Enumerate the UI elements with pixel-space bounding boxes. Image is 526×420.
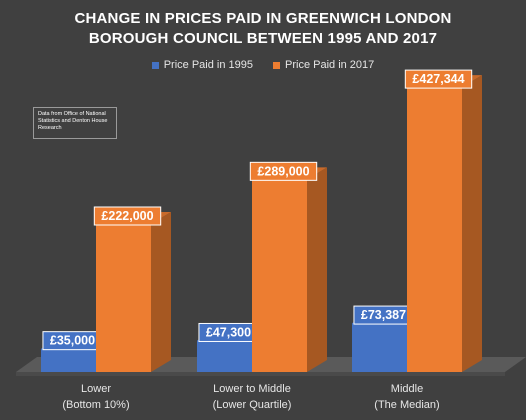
data-label-1-1: £289,000 bbox=[257, 164, 309, 178]
category-label-1-1: (Lower Quartile) bbox=[213, 399, 292, 411]
legend-label-2017: Price Paid in 2017 bbox=[285, 59, 375, 71]
category-label-1-0: Lower to Middle bbox=[213, 383, 291, 395]
data-label-0-0: £35,000 bbox=[50, 334, 95, 348]
category-label-0-0: Lower bbox=[81, 383, 111, 395]
bar-side-1-1 bbox=[307, 167, 327, 372]
data-label-1-2: £427,344 bbox=[412, 72, 464, 86]
data-source-note: Data from Office of National Statistics … bbox=[33, 107, 117, 139]
chart-floor-edge bbox=[16, 372, 505, 376]
chart-title-line-2: BOROUGH COUNCIL BETWEEN 1995 AND 2017 bbox=[88, 30, 438, 47]
data-label-box-1-2 bbox=[404, 69, 473, 89]
data-label-box-1-1 bbox=[249, 161, 318, 181]
bar-1995-0 bbox=[41, 348, 96, 372]
legend-swatch-2017 bbox=[273, 61, 280, 69]
data-label-0-2: £73,387 bbox=[361, 308, 406, 322]
bar-side-1-2 bbox=[462, 75, 482, 372]
bar-1995-2 bbox=[352, 323, 407, 372]
bar-1995-1 bbox=[197, 340, 252, 372]
bar-2017-0 bbox=[96, 224, 151, 372]
legend-swatch-1995 bbox=[151, 61, 159, 69]
chart-legend: Price Paid in 1995 Price Paid in 2017 bbox=[0, 59, 526, 71]
legend-item-1995: Price Paid in 1995 bbox=[151, 59, 253, 71]
legend-label-1995: Price Paid in 1995 bbox=[163, 59, 253, 71]
category-label-2-0: Middle bbox=[391, 383, 423, 395]
data-label-1-0: £222,000 bbox=[101, 209, 153, 223]
bar-2017-2 bbox=[407, 87, 462, 372]
category-label-0-1: (Bottom 10%) bbox=[62, 399, 129, 411]
data-label-0-1: £47,300 bbox=[206, 325, 251, 339]
bar-side-1-0 bbox=[151, 212, 171, 372]
category-label-2-1: (The Median) bbox=[374, 399, 439, 411]
legend-item-2017: Price Paid in 2017 bbox=[273, 59, 374, 71]
chart-title-line-1: CHANGE IN PRICES PAID IN GREENWICH LONDO… bbox=[74, 10, 452, 27]
bar-2017-1 bbox=[252, 179, 307, 372]
data-label-box-1-0 bbox=[93, 206, 162, 226]
